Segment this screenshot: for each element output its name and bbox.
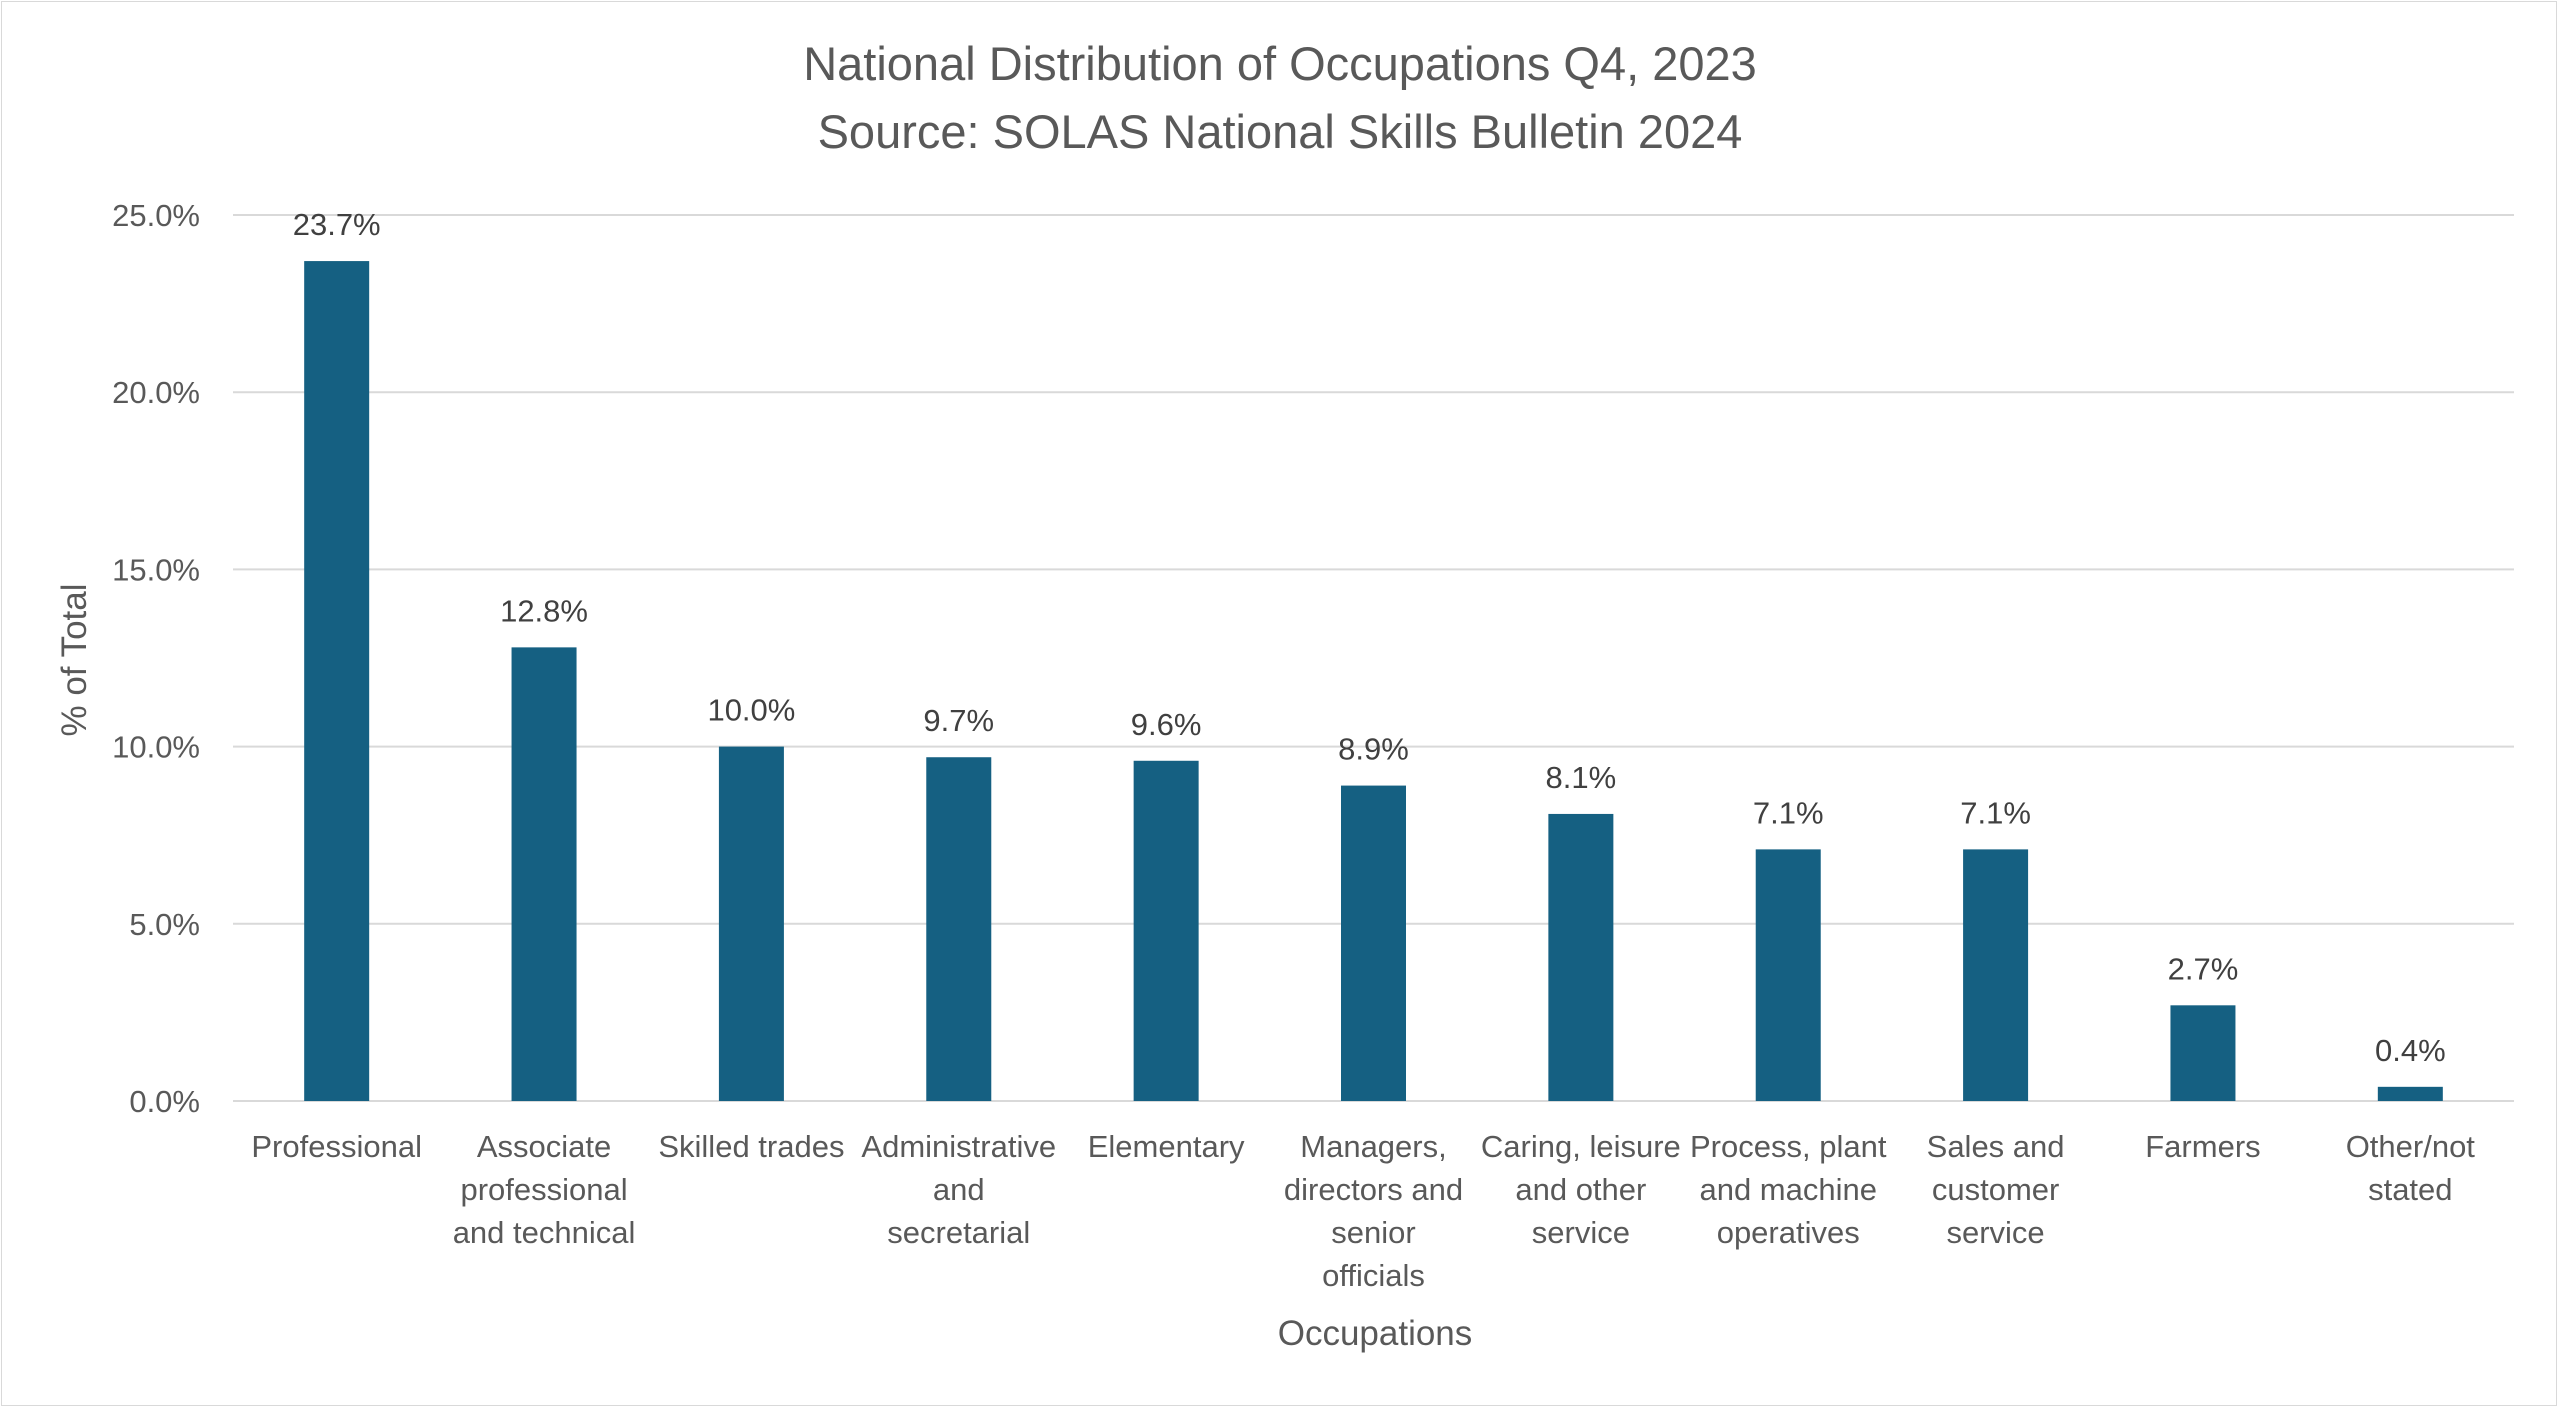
x-category-label: Managers, directors and senior officials: [1284, 1129, 1463, 1293]
y-tick-label: 20.0%: [112, 375, 200, 410]
bar: [2170, 1005, 2236, 1101]
bar: [511, 647, 577, 1101]
bar: [2377, 1086, 2443, 1101]
data-label: 9.6%: [1131, 707, 1202, 742]
x-category-label-line: Administrative: [861, 1129, 1056, 1164]
data-label: 7.1%: [1753, 795, 1824, 830]
data-label: 23.7%: [293, 207, 381, 242]
x-category-label-line: directors and: [1284, 1172, 1463, 1207]
x-category-label-line: Sales and: [1927, 1129, 2065, 1164]
x-category-label-line: Other/not: [2346, 1129, 2476, 1164]
x-category-label-line: senior: [1331, 1215, 1415, 1250]
bar: [1755, 849, 1821, 1101]
x-axis-categories: Professional Associate professional and tec…: [251, 1129, 2475, 1293]
data-label: 2.7%: [2168, 951, 2239, 986]
data-labels: 23.7% 12.8% 10.0% 9.7% 9.6% 8.9% 8.1% 7.1% 7.1% 2…: [293, 207, 2446, 1068]
x-category-label-line: operatives: [1717, 1215, 1860, 1250]
x-category-label-line: Associate: [477, 1129, 611, 1164]
x-category-label-line: and other: [1515, 1172, 1646, 1207]
y-axis-title: % of Total: [55, 583, 94, 736]
gridlines: [233, 214, 2514, 1102]
x-category-label-line: secretarial: [887, 1215, 1030, 1250]
x-category-label-line: Elementary: [1088, 1129, 1245, 1164]
y-tick-label: 10.0%: [112, 730, 200, 765]
x-category-label-line: Caring, leisure: [1481, 1129, 1681, 1164]
x-category-label: Process, plant and machine operatives: [1690, 1129, 1887, 1250]
x-category-label: Skilled trades: [658, 1129, 844, 1164]
y-tick-label: 15.0%: [112, 552, 200, 587]
bar: [304, 261, 370, 1101]
x-category-label-line: Farmers: [2145, 1129, 2260, 1164]
x-category-label: Administrative and secretarial: [861, 1129, 1056, 1250]
data-label: 8.1%: [1546, 760, 1617, 795]
x-category-label: Elementary: [1088, 1129, 1245, 1164]
x-category-label-line: service: [1532, 1215, 1630, 1250]
x-category-label: Caring, leisure and other service: [1481, 1129, 1681, 1250]
data-label: 0.4%: [2375, 1033, 2446, 1068]
x-category-label-line: stated: [2368, 1172, 2452, 1207]
data-label: 9.7%: [923, 703, 994, 738]
x-category-label-line: professional: [460, 1172, 627, 1207]
x-category-label: Professional: [251, 1129, 422, 1164]
x-category-label-line: service: [1946, 1215, 2044, 1250]
x-axis-title: Occupations: [1278, 1314, 1473, 1353]
bars: [304, 261, 2443, 1101]
x-category-label-line: and machine: [1699, 1172, 1877, 1207]
x-category-label-line: and: [933, 1172, 985, 1207]
data-label: 10.0%: [707, 693, 795, 728]
x-category-label-line: Managers,: [1300, 1129, 1446, 1164]
y-tick-label: 0.0%: [129, 1084, 200, 1119]
x-category-label-line: customer: [1932, 1172, 2059, 1207]
y-axis-ticks: 0.0% 5.0% 10.0% 15.0% 20.0% 25.0%: [112, 198, 200, 1119]
chart-subtitle: Source: SOLAS National Skills Bulletin 2…: [818, 105, 1743, 158]
bar: [1341, 785, 1406, 1101]
bar: [1548, 813, 1614, 1101]
y-tick-label: 25.0%: [112, 198, 200, 233]
bar: [1963, 849, 2029, 1101]
x-category-label-line: and technical: [453, 1215, 636, 1250]
x-category-label-line: Skilled trades: [658, 1129, 844, 1164]
chart-title: National Distribution of Occupations Q4,…: [803, 37, 1757, 90]
bar: [926, 757, 992, 1101]
x-category-label-line: Professional: [251, 1129, 422, 1164]
x-category-label: Associate professional and technical: [453, 1129, 636, 1250]
data-label: 12.8%: [500, 593, 588, 628]
x-category-label: Sales and customer service: [1927, 1129, 2065, 1250]
x-category-label: Farmers: [2145, 1129, 2260, 1164]
x-category-label-line: officials: [1322, 1258, 1425, 1293]
data-label: 8.9%: [1338, 732, 1409, 767]
y-tick-label: 5.0%: [129, 907, 200, 942]
bar: [1133, 760, 1199, 1101]
data-label: 7.1%: [1960, 795, 2031, 830]
x-category-label-line: Process, plant: [1690, 1129, 1887, 1164]
bar: [718, 746, 784, 1101]
x-category-label: Other/not stated: [2346, 1129, 2476, 1207]
